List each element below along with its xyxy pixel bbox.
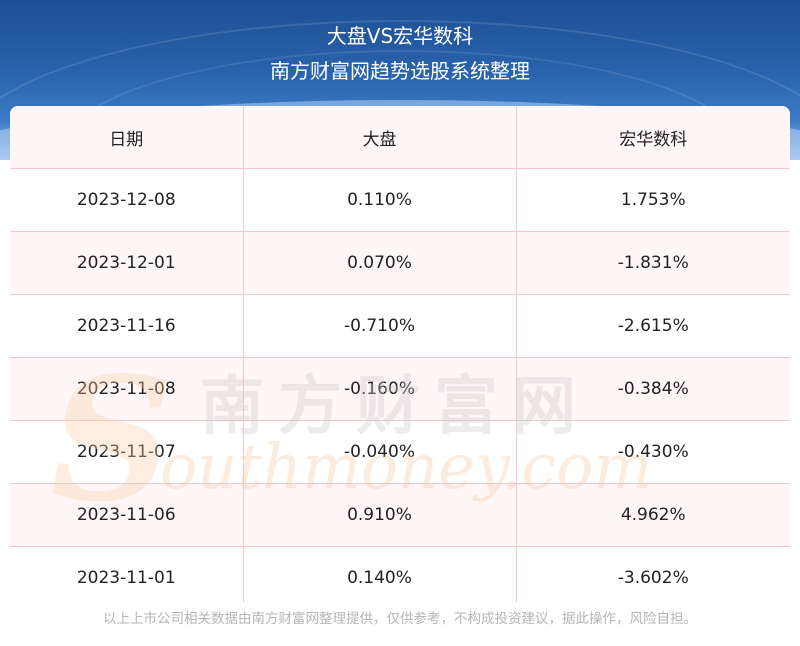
disclaimer-footer: 以上上市公司相关数据由南方财富网整理提供，仅供参考，不构成投资建议，据此操作，风… xyxy=(103,611,697,627)
date-cell: 2023-11-16 xyxy=(10,294,243,358)
market-change-cell: -0.040% xyxy=(242,420,516,484)
date-cell: 2023-11-06 xyxy=(10,483,243,547)
column-header-stock: 宏华数科 xyxy=(515,106,790,169)
page-title: 大盘VS宏华数科 xyxy=(326,24,474,48)
column-header-market: 大盘 xyxy=(242,106,516,169)
table-header-row: 日期 大盘 宏华数科 xyxy=(10,106,790,169)
stock-change-cell: 4.962% xyxy=(515,483,790,547)
date-cell: 2023-11-08 xyxy=(10,357,243,421)
column-header-date: 日期 xyxy=(10,106,243,169)
market-change-cell: -0.160% xyxy=(242,357,516,421)
table-row: 2023-11-07 -0.040% -0.430% xyxy=(10,420,790,484)
stock-change-cell: -1.831% xyxy=(515,231,790,295)
stock-change-cell: -0.384% xyxy=(515,357,790,421)
market-change-cell: -0.710% xyxy=(242,294,516,358)
date-cell: 2023-12-08 xyxy=(10,168,243,232)
header-decor-arc xyxy=(0,20,800,160)
stock-change-cell: 1.753% xyxy=(515,168,790,232)
date-cell: 2023-11-07 xyxy=(10,420,243,484)
market-change-cell: 0.070% xyxy=(242,231,516,295)
comparison-table: 日期 大盘 宏华数科 2023-12-08 0.110% 1.753% 2023… xyxy=(10,106,790,602)
date-cell: 2023-12-01 xyxy=(10,231,243,295)
market-change-cell: 0.140% xyxy=(242,546,516,602)
stock-change-cell: -2.615% xyxy=(515,294,790,358)
date-cell: 2023-11-01 xyxy=(10,546,243,602)
page-subtitle: 南方财富网趋势选股系统整理 xyxy=(270,59,530,83)
table-row: 2023-12-08 0.110% 1.753% xyxy=(10,168,790,232)
stock-change-cell: -3.602% xyxy=(515,546,790,602)
table-row: 2023-11-06 0.910% 4.962% xyxy=(10,483,790,547)
market-change-cell: 0.110% xyxy=(242,168,516,232)
stock-change-cell: -0.430% xyxy=(515,420,790,484)
table-row: 2023-12-01 0.070% -1.831% xyxy=(10,231,790,295)
table-row: 2023-11-08 -0.160% -0.384% xyxy=(10,357,790,421)
market-change-cell: 0.910% xyxy=(242,483,516,547)
data-card: 日期 大盘 宏华数科 2023-12-08 0.110% 1.753% 2023… xyxy=(10,106,790,602)
table-row: 2023-11-16 -0.710% -2.615% xyxy=(10,294,790,358)
table-row: 2023-11-01 0.140% -3.602% xyxy=(10,546,790,602)
